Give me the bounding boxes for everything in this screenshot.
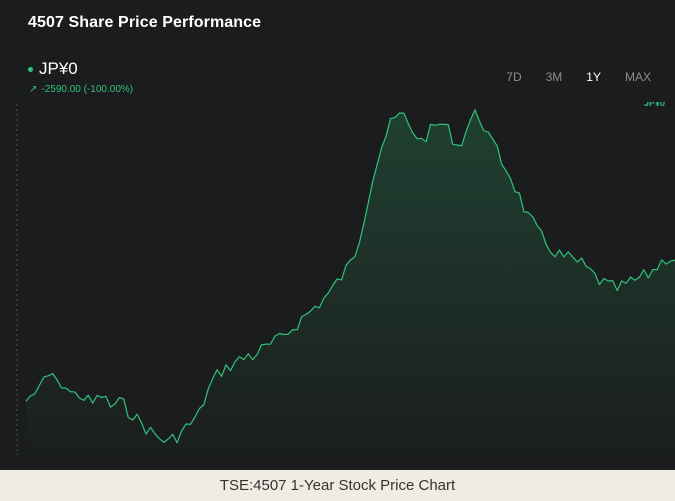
price-line xyxy=(25,109,675,444)
status-dot xyxy=(28,66,33,72)
price-value: JP¥0 xyxy=(39,59,78,78)
range-selector: 7D 3M 1Y MAX xyxy=(494,70,663,84)
price-change: ↗ -2590.00 (-100.00%) xyxy=(29,84,133,95)
price-change-value: -2590.00 (-100.00%) xyxy=(41,84,134,95)
range-7d-button[interactable]: 7D xyxy=(506,70,522,84)
chart-title: 4507 Share Price Performance xyxy=(28,14,262,31)
arrow-up-right-icon: ↗ xyxy=(29,84,38,95)
chart-caption: TSE:4507 1-Year Stock Price Chart xyxy=(219,477,456,494)
price-area xyxy=(26,109,675,470)
range-3m-button[interactable]: 3M xyxy=(545,70,563,84)
range-1y-button[interactable]: 1Y xyxy=(586,70,601,84)
price-chart xyxy=(16,104,675,470)
range-max-button[interactable]: MAX xyxy=(624,70,651,84)
chart-card: 4507 Share Price Performance JP¥0 ↗ -259… xyxy=(0,0,675,470)
current-price: JP¥0 xyxy=(28,59,78,79)
current-price-tag: JP¥0 xyxy=(644,98,666,108)
